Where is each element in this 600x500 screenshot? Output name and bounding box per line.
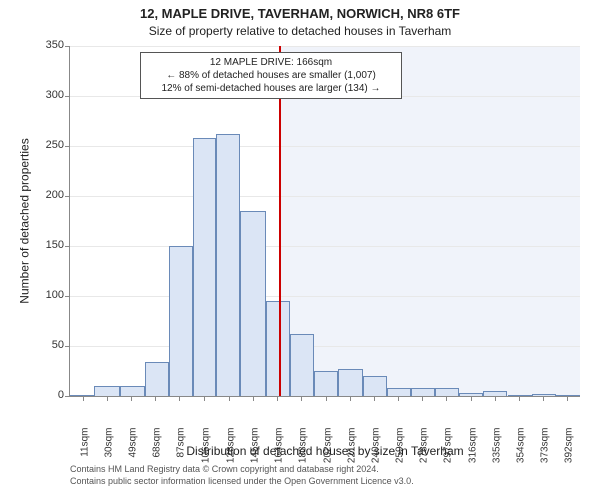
x-tick-mark [179,396,180,401]
gridline [70,296,580,297]
histogram-bar [120,386,145,396]
y-tick-label: 300 [24,89,64,101]
y-tick-mark [65,146,70,147]
y-tick-mark [65,196,70,197]
histogram-bar [363,376,387,396]
histogram-bar [290,334,314,396]
chart-title-sub: Size of property relative to detached ho… [0,24,600,38]
y-tick-mark [65,46,70,47]
x-tick-mark [495,396,496,401]
histogram-bar [145,362,169,396]
footer-line-2: Contains public sector information licen… [70,476,580,488]
y-tick-label: 250 [24,139,64,151]
y-tick-label: 150 [24,239,64,251]
histogram-bar [193,138,216,396]
x-tick-mark [350,396,351,401]
histogram-bar [169,246,193,396]
x-tick-mark [155,396,156,401]
y-tick-mark [65,246,70,247]
y-tick-mark [65,296,70,297]
gridline [70,146,580,147]
gridline [70,246,580,247]
x-axis-label: Distribution of detached houses by size … [70,444,580,458]
plot-area: 12 MAPLE DRIVE: 166sqm ← 88% of detached… [70,46,580,396]
y-tick-mark [65,346,70,347]
footer-line-1: Contains HM Land Registry data © Crown c… [70,464,580,476]
gridline [70,46,580,47]
chart-title-main: 12, MAPLE DRIVE, TAVERHAM, NORWICH, NR8 … [0,6,600,21]
gridline [70,346,580,347]
y-tick-mark [65,396,70,397]
x-tick-mark [204,396,205,401]
info-box: 12 MAPLE DRIVE: 166sqm ← 88% of detached… [140,52,402,99]
y-axis-line [69,46,70,396]
histogram-bar [435,388,459,396]
x-tick-mark [83,396,84,401]
gridline [70,196,580,197]
y-tick-label: 200 [24,189,64,201]
histogram-bar [216,134,240,396]
x-tick-mark [398,396,399,401]
x-tick-mark [253,396,254,401]
info-line-1: 12 MAPLE DRIVE: 166sqm [147,56,395,69]
x-tick-mark [567,396,568,401]
histogram-bar [314,371,338,396]
info-line-3: 12% of semi-detached houses are larger (… [147,82,395,95]
x-tick-mark [422,396,423,401]
y-tick-label: 350 [24,39,64,51]
x-tick-mark [446,396,447,401]
histogram-bar [411,388,435,396]
chart-container: 12, MAPLE DRIVE, TAVERHAM, NORWICH, NR8 … [0,0,600,500]
x-tick-mark [229,396,230,401]
histogram-bar [338,369,362,396]
x-tick-mark [543,396,544,401]
y-tick-label: 50 [24,339,64,351]
info-line-2: ← 88% of detached houses are smaller (1,… [147,69,395,82]
y-tick-mark [65,96,70,97]
histogram-bar [94,386,119,396]
histogram-bar [240,211,265,396]
x-tick-mark [374,396,375,401]
x-tick-mark [519,396,520,401]
x-tick-mark [471,396,472,401]
y-tick-label: 0 [24,389,64,401]
x-tick-mark [326,396,327,401]
x-tick-mark [277,396,278,401]
y-tick-label: 100 [24,289,64,301]
y-axis-label: Number of detached properties [18,138,32,303]
histogram-bar [387,388,411,396]
x-tick-mark [131,396,132,401]
x-tick-mark [301,396,302,401]
footer-text: Contains HM Land Registry data © Crown c… [70,464,580,487]
x-tick-mark [107,396,108,401]
